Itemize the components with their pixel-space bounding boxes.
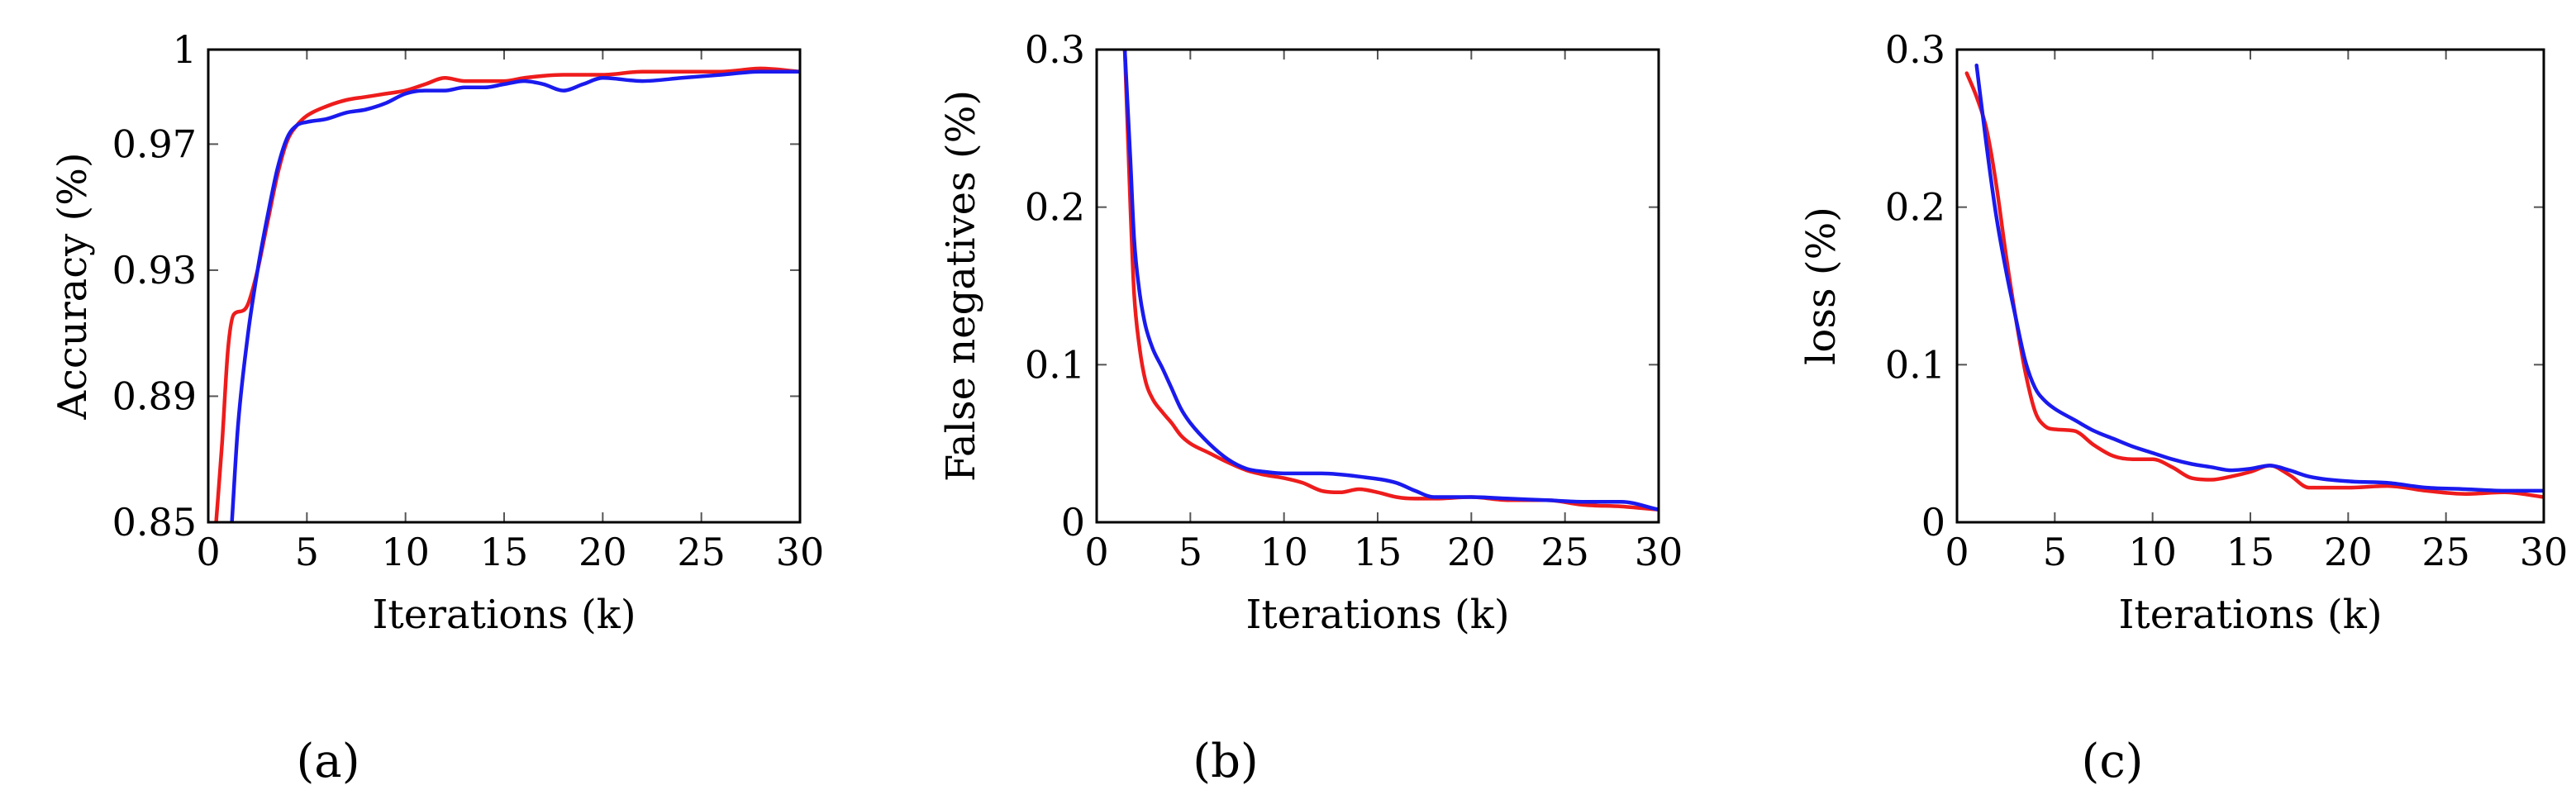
x-tick-label: 25 [677,530,726,574]
y-tick-label: 0.1 [1885,342,1945,387]
y-axis-label: Accuracy (%) [50,152,96,420]
plot-frame [1095,48,1660,524]
series-group [1964,63,2544,499]
x-tick-label: 10 [1259,530,1308,574]
series-line-red [1964,71,2544,499]
plot-frame [207,48,802,524]
y-tick-label: 0.97 [112,121,197,166]
x-tick-label: 10 [2128,530,2177,574]
panel-caption: (c) [2081,735,2143,788]
y-axis-label: False negatives (%) [938,90,984,482]
x-tick-label: 0 [1084,530,1108,574]
x-tick-label: 20 [579,530,627,574]
x-tick-label: 10 [381,530,430,574]
x-tick-label: 5 [1178,530,1202,574]
y-tick-label: 0.93 [112,248,197,293]
x-tick-label: 15 [480,530,529,574]
x-tick-label: 15 [2226,530,2275,574]
series-line-blue [1122,50,1659,512]
y-tick-label: 1 [173,27,197,72]
series-group [1122,50,1659,512]
x-tick-label: 5 [295,530,319,574]
x-axis-label: Iterations (k) [372,592,636,638]
y-tick-label: 0.2 [1025,185,1085,230]
y-tick-label: 0.3 [1025,27,1085,72]
x-tick-label: 0 [196,530,220,574]
plot-frame [1955,48,2545,524]
panel-c: 0 5 10 15 20 25 30 0 0.1 0.2 0.3 Iterations (k) loss… [1798,27,2568,788]
x-tick-label: 15 [1354,530,1402,574]
x-tick-label: 25 [2421,530,2470,574]
x-tick-label: 0 [1945,530,1969,574]
x-axis-label: Iterations (k) [1245,592,1509,638]
panel-a: 0 5 10 15 20 25 30 0.85 0.89 0.93 0.97 1 Iterations … [50,27,824,788]
series-line-blue [1974,63,2544,493]
y-tick-label: 0.1 [1025,342,1085,387]
x-tick-label: 20 [1447,530,1496,574]
panel-caption: (a) [296,735,359,788]
x-tick-label: 30 [2520,530,2569,574]
x-tick-label: 30 [1635,530,1683,574]
series-line-red [214,66,800,522]
series-line-blue [230,69,800,522]
x-tick-label: 20 [2324,530,2373,574]
panel-b: 0 5 10 15 20 25 30 0 0.1 0.2 0.3 Iterations (k) Fals… [938,27,1683,788]
panel-caption: (b) [1193,735,1259,788]
y-tick-label: 0.3 [1885,27,1945,72]
x-tick-label: 5 [2043,530,2067,574]
x-tick-label: 25 [1540,530,1589,574]
x-tick-label: 30 [776,530,825,574]
y-tick-label: 0 [1061,500,1085,545]
series-group [214,66,800,522]
y-tick-label: 0 [1921,500,1945,545]
y-tick-label: 0.89 [112,374,197,418]
y-axis-label: loss (%) [1798,207,1845,365]
x-axis-label: Iterations (k) [2118,592,2382,638]
y-tick-label: 0.85 [112,500,197,545]
y-tick-label: 0.2 [1885,185,1945,230]
